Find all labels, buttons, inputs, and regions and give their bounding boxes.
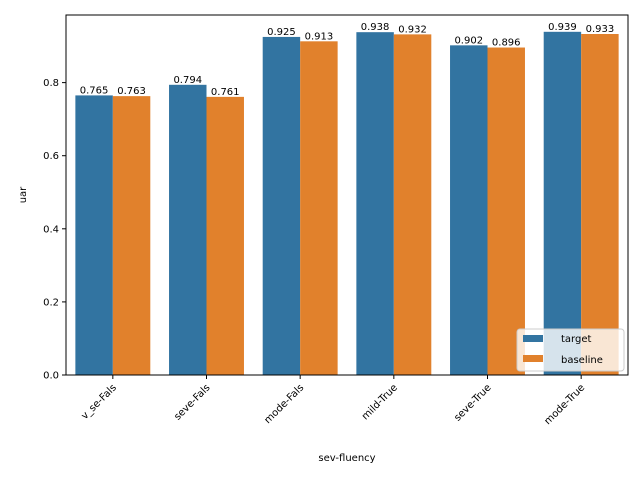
data-label-baseline-5: 0.933 [586,24,615,35]
bar-baseline-4 [487,47,525,375]
data-label-baseline-3: 0.932 [398,24,427,35]
y-tick-label: 0.6 [43,151,59,162]
x-tick-label: v_se-Fals [79,382,118,421]
data-label-target-2: 0.925 [267,27,296,38]
y-tick-label: 0.8 [43,78,59,89]
bar-target-1 [169,84,207,376]
bar-target-3 [356,32,394,375]
bar-target-2 [262,36,301,376]
legend-swatch-target [523,335,543,342]
y-tick-label: 0.0 [43,371,59,382]
bar-target-4 [450,45,488,376]
x-tick-label: seve-Fals [172,382,212,422]
y-tick-label: 0.4 [43,224,59,235]
legend-swatch-baseline [523,355,543,362]
bar-target-0 [75,95,113,375]
data-label-baseline-4: 0.896 [492,38,521,49]
plot-area-frame [65,14,629,376]
bar-baseline-2 [300,41,338,375]
data-label-target-4: 0.902 [454,35,483,46]
data-labels-layer: 0.765 0.794 0.925 0.938 0.902 0.939 0.763 0.761… [80,22,614,98]
y-axis: 0.0 0.2 0.4 0.6 0.8 [43,78,66,382]
data-label-baseline-0: 0.763 [117,86,146,97]
bar-baseline-3 [393,34,432,376]
data-label-target-0: 0.765 [80,85,109,96]
x-tick-label: mild-True [360,382,400,422]
data-label-baseline-2: 0.913 [305,31,334,42]
bar-target-5 [543,31,582,375]
x-tick-label: mode-True [543,382,588,427]
bars-layer [75,31,619,376]
data-label-target-3: 0.938 [361,22,390,33]
y-axis-label: uar [18,186,29,203]
data-label-baseline-1: 0.761 [211,87,240,98]
bar-baseline-5 [581,34,619,376]
bar-baseline-1 [206,96,244,376]
x-axis-label: sev-fluency [318,453,375,464]
x-tick-label: mode-Fals [263,382,307,426]
data-label-target-1: 0.794 [173,75,202,86]
data-label-target-5: 0.939 [548,22,577,33]
bar-baseline-0 [112,96,151,375]
x-axis: v_se-Fals seve-Fals mode-Fals mild-True seve… [79,375,587,427]
y-tick-label: 0.2 [43,297,59,308]
legend: target baseline [516,328,625,372]
legend-box [516,328,625,372]
legend-label-target: target [561,334,591,345]
legend-label-baseline: baseline [561,355,603,366]
x-tick-label: seve-True [452,382,493,423]
